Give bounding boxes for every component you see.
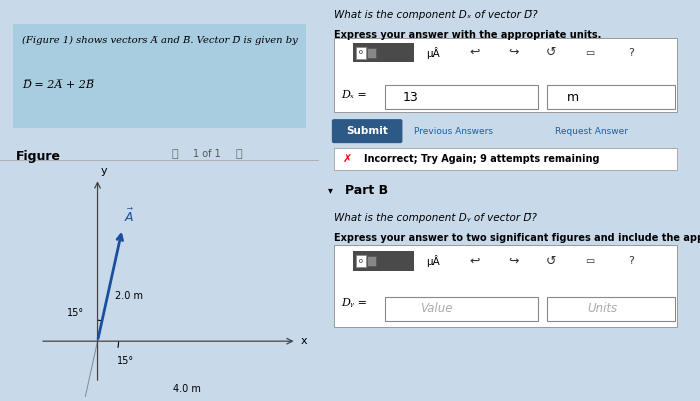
- FancyBboxPatch shape: [334, 245, 677, 327]
- Text: 0: 0: [359, 259, 363, 263]
- Text: 15°: 15°: [67, 308, 84, 318]
- FancyBboxPatch shape: [332, 119, 402, 143]
- Text: 4.0 m: 4.0 m: [173, 384, 200, 394]
- FancyBboxPatch shape: [353, 251, 414, 271]
- FancyBboxPatch shape: [353, 43, 414, 62]
- Text: Figure: Figure: [16, 150, 61, 163]
- Text: μÂ: μÂ: [426, 255, 440, 267]
- FancyBboxPatch shape: [334, 38, 677, 112]
- Text: Previous Answers: Previous Answers: [414, 127, 493, 136]
- Text: m: m: [566, 91, 579, 104]
- Text: μÂ: μÂ: [426, 47, 440, 59]
- Text: (Figure 1) shows vectors A̅ and B̅. Vector D̅ is given by: (Figure 1) shows vectors A̅ and B̅. Vect…: [22, 36, 298, 45]
- Text: Express your answer to two significant figures and include the appropriate units: Express your answer to two significant f…: [334, 233, 700, 243]
- Text: Incorrect; Try Again; 9 attempts remaining: Incorrect; Try Again; 9 attempts remaini…: [364, 154, 600, 164]
- Text: Dᵧ =: Dᵧ =: [342, 298, 368, 308]
- Text: $\vec{A}$: $\vec{A}$: [124, 208, 134, 225]
- FancyBboxPatch shape: [13, 24, 306, 128]
- Text: 0: 0: [359, 50, 363, 55]
- Text: ?: ?: [629, 256, 634, 266]
- Text: ▾: ▾: [328, 185, 333, 195]
- FancyBboxPatch shape: [356, 47, 366, 59]
- Text: ✗: ✗: [342, 154, 352, 164]
- FancyBboxPatch shape: [356, 255, 366, 267]
- Text: ↪: ↪: [508, 255, 518, 267]
- Text: ▭: ▭: [584, 48, 594, 57]
- Text: What is the component Dᵧ of vector D̅?: What is the component Dᵧ of vector D̅?: [334, 213, 537, 223]
- Text: 〈: 〈: [172, 149, 178, 159]
- Text: Submit: Submit: [346, 126, 388, 136]
- FancyBboxPatch shape: [547, 85, 676, 109]
- FancyBboxPatch shape: [368, 48, 376, 58]
- Text: 1 of 1: 1 of 1: [193, 149, 221, 159]
- Text: ↺: ↺: [546, 255, 556, 267]
- Text: ?: ?: [629, 48, 634, 57]
- Text: 2.0 m: 2.0 m: [116, 291, 144, 301]
- Text: Units: Units: [588, 302, 618, 315]
- Text: ↺: ↺: [546, 46, 556, 59]
- Text: ↩: ↩: [470, 255, 480, 267]
- Text: ▭: ▭: [584, 256, 594, 266]
- FancyBboxPatch shape: [547, 297, 676, 321]
- Text: x: x: [300, 336, 307, 346]
- Text: ↪: ↪: [508, 46, 518, 59]
- Text: D̅ = 2A̅ + 2B̅: D̅ = 2A̅ + 2B̅: [22, 80, 95, 90]
- Text: y: y: [101, 166, 107, 176]
- Text: Request Answer: Request Answer: [555, 127, 628, 136]
- Text: What is the component Dₓ of vector D̅?: What is the component Dₓ of vector D̅?: [334, 10, 538, 20]
- FancyBboxPatch shape: [385, 297, 538, 321]
- Text: Part B: Part B: [345, 184, 389, 197]
- FancyBboxPatch shape: [385, 85, 538, 109]
- Text: Dₓ =: Dₓ =: [342, 91, 367, 100]
- Text: Value: Value: [421, 302, 453, 315]
- Text: 〉: 〉: [236, 149, 242, 159]
- FancyBboxPatch shape: [334, 148, 677, 170]
- Text: 15°: 15°: [118, 356, 134, 367]
- FancyBboxPatch shape: [368, 256, 376, 266]
- Text: 13: 13: [402, 91, 418, 104]
- Text: Express your answer with the appropriate units.: Express your answer with the appropriate…: [334, 30, 601, 40]
- Text: ↩: ↩: [470, 46, 480, 59]
